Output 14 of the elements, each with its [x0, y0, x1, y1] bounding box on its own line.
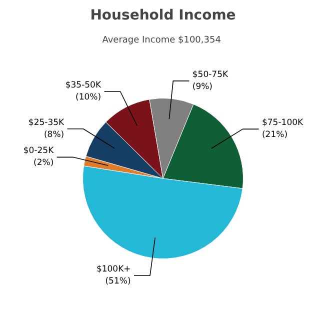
data-label: (8%) [44, 130, 64, 140]
slice-label: $100K+ [96, 264, 131, 275]
slice-label: $25-35K [28, 118, 65, 128]
slice-label: $35-50K [65, 80, 102, 90]
slice-label: $50-75K [192, 70, 228, 80]
chart-title: Household Income [90, 8, 236, 24]
slice-label: $0-25K [23, 146, 54, 156]
data-label: (2%) [34, 158, 54, 168]
data-label: (51%) [105, 276, 131, 287]
data-label: (10%) [76, 92, 102, 102]
chart-subtitle: Average Income $100,354 [102, 36, 222, 46]
slice-label: $75-100K [262, 118, 304, 128]
data-label: (9%) [192, 82, 213, 92]
data-label: (21%) [262, 130, 288, 140]
